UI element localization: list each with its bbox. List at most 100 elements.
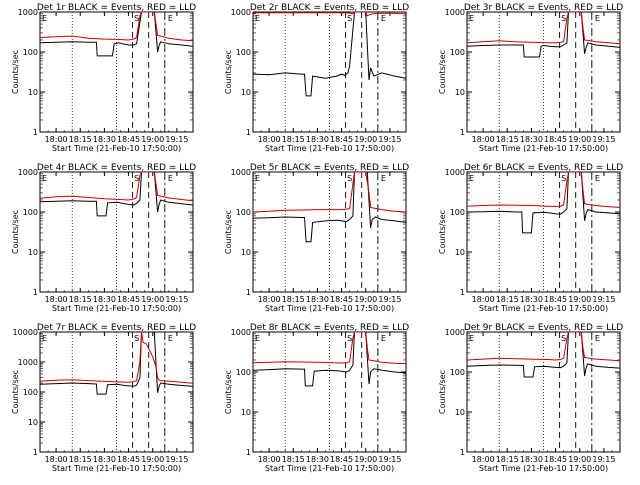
x-tick-label: 18:45 (544, 135, 567, 144)
y-tick-label: 1000 (18, 358, 38, 367)
x-axis-label: Start Time (21-Feb-10 17:50:00) (479, 144, 608, 153)
y-tick-label: 100 (236, 368, 251, 377)
x-tick-label: 19:00 (141, 135, 164, 144)
x-tick-label: 19:00 (354, 455, 377, 464)
marker-s: S (347, 174, 352, 183)
x-tick-label: 18:15 (282, 295, 305, 304)
x-tick-label: 18:45 (544, 455, 567, 464)
panel-title: Det 6r BLACK = Events, RED = LLD (464, 163, 623, 173)
y-tick-label: 10 (28, 418, 38, 427)
y-tick-label: 100 (450, 368, 465, 377)
x-tick-label: 18:15 (496, 455, 519, 464)
marker-e-left: E (255, 14, 260, 23)
y-tick-label: 1 (33, 128, 38, 137)
marker-e-right: E (381, 174, 386, 183)
marker-e-right: E (168, 174, 173, 183)
y-tick-label: 1 (246, 128, 251, 137)
y-tick-label: 10 (28, 88, 38, 97)
y-tick-label: 10 (28, 248, 38, 257)
panel-title: Det 4r BLACK = Events, RED = LLD (37, 163, 196, 173)
events-series-line (467, 12, 620, 58)
y-tick-label: 100 (236, 48, 251, 57)
y-axis-label: Counts/sec (11, 210, 20, 254)
marker-e-left: E (255, 334, 260, 343)
events-series-line (253, 172, 406, 243)
x-tick-label: 19:15 (378, 135, 401, 144)
x-tick-label: 19:15 (592, 295, 615, 304)
x-tick-label: 18:15 (282, 455, 305, 464)
y-tick-label: 100 (450, 48, 465, 57)
x-tick-label: 18:45 (330, 135, 353, 144)
panel-title: Det 2r BLACK = Events, RED = LLD (250, 3, 409, 13)
x-tick-label: 19:00 (141, 455, 164, 464)
y-tick-label: 100 (23, 208, 38, 217)
x-tick-label: 18:30 (306, 455, 329, 464)
marker-s: S (561, 174, 566, 183)
events-series-line (253, 332, 406, 387)
x-tick-label: 18:00 (258, 135, 281, 144)
y-axis-label: Counts/sec (438, 370, 447, 414)
y-tick-label: 1 (33, 448, 38, 457)
x-tick-label: 18:00 (45, 135, 68, 144)
x-tick-label: 18:30 (520, 455, 543, 464)
x-tick-label: 18:30 (93, 455, 116, 464)
x-tick-label: 18:00 (258, 295, 281, 304)
x-tick-label: 19:15 (378, 455, 401, 464)
y-tick-label: 1000 (445, 328, 465, 337)
x-tick-label: 19:15 (165, 455, 188, 464)
marker-e-right: E (168, 334, 173, 343)
x-tick-label: 18:00 (472, 455, 495, 464)
marker-e-left: E (469, 174, 474, 183)
y-tick-label: 10000 (13, 328, 38, 337)
marker-s: S (134, 174, 139, 183)
x-tick-label: 19:15 (165, 135, 188, 144)
y-tick-label: 1000 (445, 168, 465, 177)
panel-title: Det 1r BLACK = Events, RED = LLD (37, 3, 196, 13)
y-axis-label: Counts/sec (438, 210, 447, 254)
events-series-line (40, 172, 193, 217)
marker-s: S (347, 334, 352, 343)
x-tick-label: 19:00 (568, 455, 591, 464)
x-tick-label: 18:45 (330, 295, 353, 304)
marker-e-left: E (42, 334, 47, 343)
lld-series-line (40, 332, 193, 384)
x-tick-label: 18:15 (69, 135, 92, 144)
panel-title: Det 5r BLACK = Events, RED = LLD (250, 163, 409, 173)
lld-series-line (253, 332, 406, 365)
x-tick-label: 18:00 (472, 135, 495, 144)
marker-e-left: E (469, 14, 474, 23)
x-tick-label: 18:45 (117, 295, 140, 304)
y-tick-label: 100 (23, 388, 38, 397)
events-series-line (253, 12, 406, 97)
lld-series-line (40, 172, 193, 202)
marker-s: S (134, 14, 139, 23)
x-tick-label: 18:15 (69, 455, 92, 464)
x-tick-label: 18:00 (45, 295, 68, 304)
x-tick-label: 19:15 (165, 295, 188, 304)
y-axis-label: Counts/sec (11, 370, 20, 414)
marker-s: S (561, 334, 566, 343)
x-tick-label: 18:00 (45, 455, 68, 464)
marker-s: S (347, 14, 352, 23)
y-tick-label: 100 (236, 208, 251, 217)
y-tick-label: 1000 (18, 8, 38, 17)
lld-series-line (253, 12, 406, 17)
x-tick-label: 19:00 (354, 135, 377, 144)
marker-s: S (561, 14, 566, 23)
x-axis-label: Start Time (21-Feb-10 17:50:00) (265, 464, 394, 473)
y-tick-label: 1000 (231, 8, 251, 17)
x-tick-label: 18:45 (117, 455, 140, 464)
y-tick-label: 1000 (18, 168, 38, 177)
x-tick-label: 18:30 (93, 295, 116, 304)
y-tick-label: 1 (246, 288, 251, 297)
y-tick-label: 10 (455, 408, 465, 417)
x-tick-label: 18:30 (520, 295, 543, 304)
x-tick-label: 18:15 (282, 135, 305, 144)
y-axis-label: Counts/sec (224, 370, 233, 414)
marker-e-right: E (168, 14, 173, 23)
